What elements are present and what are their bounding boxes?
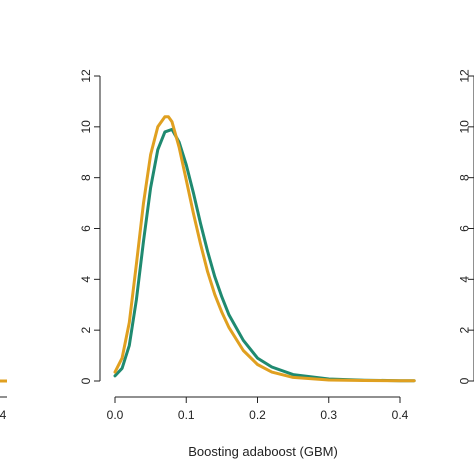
right-panel-tick-label: 6 [458,225,472,232]
right-panel-tick-label: 12 [458,69,472,83]
y-tick-label: 10 [79,120,93,134]
x-axis-title: Boosting adaboost (GBM) [188,444,338,459]
right-panel-tick-label: 10 [458,120,472,134]
y-tick-label: 8 [79,174,93,181]
x-tick-label: 0.3 [320,408,337,422]
y-tick-label: 2 [79,327,93,334]
right-panel-tick-label: 8 [458,174,472,181]
x-tick-label: 0.1 [178,408,195,422]
y-axis: 0 2 4 6 8 10 12 [79,69,101,384]
series-line-1 [113,115,416,383]
x-tick-label: 0.0 [107,408,124,422]
right-panel-fragment: 0 2 4 6 8 10 12 [458,69,474,384]
x-tick-label: 0.4 [392,408,409,422]
y-tick-label: 6 [79,225,93,232]
left-panel-tick-label: 4 [0,408,7,422]
y-tick-label: 12 [79,69,93,83]
x-axis: 0.0 0.1 0.2 0.3 0.4 [107,396,409,422]
y-tick-label: 0 [79,377,93,384]
series-line-0 [113,127,416,383]
series-group [113,115,416,383]
main-panel: 0 2 4 6 8 10 12 0.0 0.1 0.2 0.3 0.4 Boosting adabo… [79,69,416,459]
right-panel-tick-label: 4 [458,276,472,283]
x-tick-label: 0.2 [249,408,266,422]
right-panel-tick-label: 2 [458,327,472,334]
y-tick-label: 4 [79,276,93,283]
left-panel-fragment: 4 [0,379,7,422]
right-panel-tick-label: 0 [458,377,472,384]
